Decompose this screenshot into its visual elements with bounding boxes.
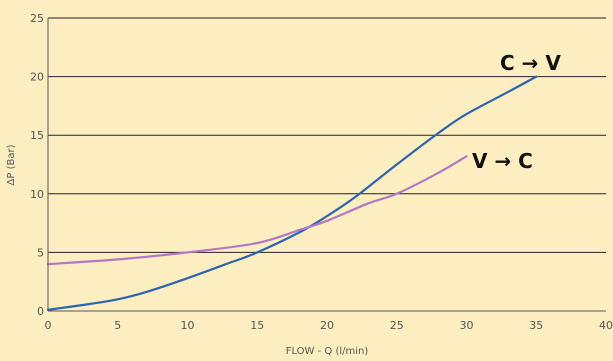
y-tick-label: 25 — [30, 12, 44, 25]
gridlines — [48, 17, 606, 253]
series-lines — [46, 75, 538, 311]
y-tick-label: 5 — [37, 246, 44, 259]
x-tick-label: 5 — [114, 319, 121, 332]
x-tick-label: 35 — [529, 319, 543, 332]
y-tick-label: 15 — [30, 129, 44, 142]
series-label-v-to-c: V → C — [472, 149, 533, 173]
x-tick-label: 30 — [460, 319, 474, 332]
y-tick-label: 10 — [30, 188, 44, 201]
x-tick-label: 40 — [599, 319, 613, 332]
series-labels: C → V V → C — [472, 51, 561, 173]
x-tick-labels: 0 5 10 15 20 25 30 35 40 — [45, 319, 613, 332]
x-axis-title: FLOW - Q (l/min) — [286, 346, 369, 357]
x-tick-label: 0 — [45, 319, 52, 332]
y-tick-label: 0 — [37, 305, 44, 318]
series-line-c-to-v — [46, 75, 538, 311]
x-tick-label: 10 — [181, 319, 195, 332]
series-label-c-to-v: C → V — [500, 51, 561, 75]
y-tick-labels: 0 5 10 15 20 25 — [30, 12, 44, 318]
x-tick-label: 15 — [250, 319, 264, 332]
series-line-v-to-c — [46, 155, 468, 266]
y-tick-label: 20 — [30, 71, 44, 84]
plot-area — [48, 18, 606, 311]
y-axis-title: ΔP (Bar) — [6, 144, 17, 185]
x-tick-label: 25 — [390, 319, 404, 332]
x-tick-label: 20 — [320, 319, 334, 332]
